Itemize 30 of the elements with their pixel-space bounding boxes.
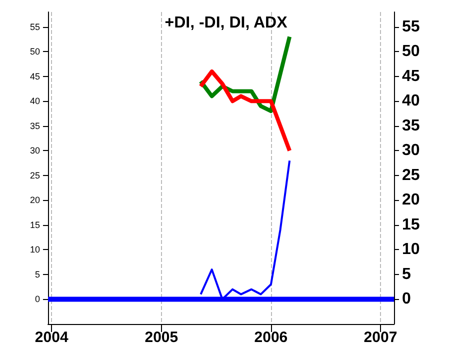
- y2-tick-label: 0: [402, 290, 411, 308]
- y-tick-label: 40: [30, 96, 40, 106]
- y2-tick-label: 45: [402, 68, 420, 85]
- y2-tick-label: 50: [402, 43, 420, 60]
- y2-tick-label: 25: [402, 166, 420, 184]
- y2-tick-label: 5: [402, 266, 411, 283]
- y-tick-label: 25: [30, 170, 40, 180]
- y2-tick-label: 30: [402, 142, 420, 160]
- y2-tick-label: 40: [402, 92, 420, 110]
- y2-tick-label: 10: [402, 241, 420, 258]
- x-tick-label: 2007: [364, 329, 398, 346]
- chart-title: +DI, -DI, DI, ADX: [164, 14, 288, 32]
- x-tick-label: 2006: [254, 329, 288, 346]
- y2-tick-label: 15: [402, 216, 420, 234]
- y-tick-label: 30: [30, 146, 40, 156]
- y-tick-label: 50: [30, 46, 40, 57]
- y-tick-label: 45: [30, 71, 40, 82]
- y2-tick-label: 35: [402, 117, 420, 134]
- x-tick-label: 2005: [144, 329, 178, 346]
- y-tick-label: 5: [34, 269, 40, 280]
- line-series: [198, 69, 292, 153]
- y-tick-label: 0: [34, 294, 40, 304]
- y-tick-label: 55: [30, 22, 40, 32]
- x-tick-label: 2004: [34, 329, 69, 346]
- y2-tick-label: 55: [402, 18, 420, 36]
- y-tick-label: 10: [30, 244, 40, 255]
- y-tick-label: 15: [30, 220, 40, 230]
- y-tick-label: 20: [30, 195, 40, 206]
- y-tick-label: 35: [30, 120, 40, 131]
- y2-tick-label: 20: [402, 192, 420, 209]
